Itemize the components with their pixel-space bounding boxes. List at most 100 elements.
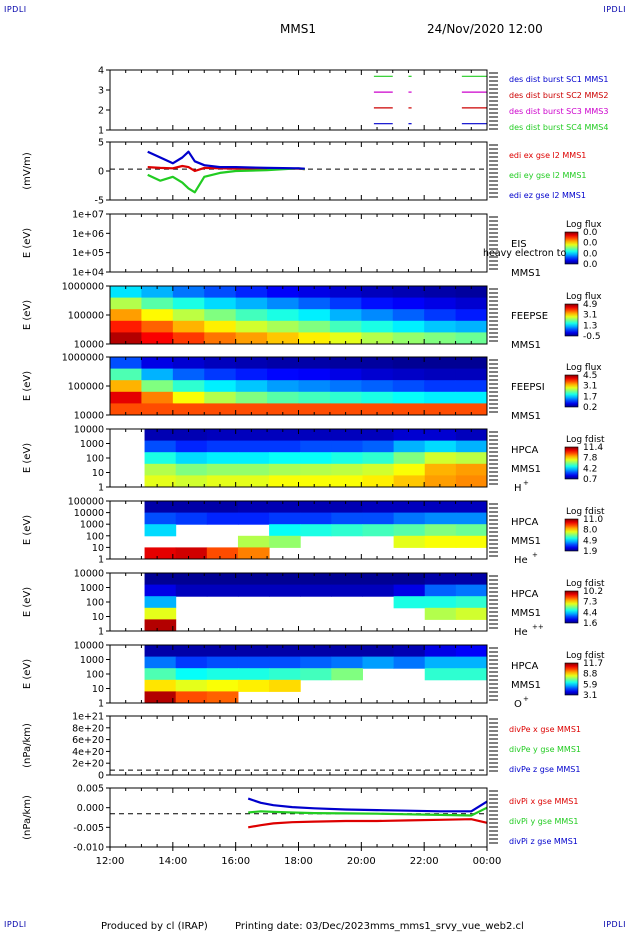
- spectrogram-cell: [141, 357, 174, 370]
- spectrogram-cell: [269, 573, 301, 586]
- spectrogram-cell: [141, 309, 174, 322]
- y-tick-label: 100: [86, 531, 104, 542]
- species-charge: +: [523, 695, 529, 703]
- burst-frame: [109, 69, 488, 131]
- spectrogram-cell: [267, 309, 299, 322]
- footer-printing-date: Printing date: 03/Dec/2023: [235, 921, 371, 932]
- spectrogram-cell: [455, 475, 488, 488]
- spectrogram-cell: [235, 368, 268, 381]
- spectrogram-cell: [235, 309, 268, 322]
- spectrogram-cell: [172, 391, 205, 404]
- spectrogram-cell: [144, 619, 177, 632]
- colorbar: [564, 231, 579, 265]
- spectrogram-cell: [392, 297, 425, 310]
- spectrogram-cell: [110, 380, 142, 393]
- spectrogram-cell: [424, 607, 457, 620]
- spectrogram-cell: [424, 501, 457, 514]
- y-tick-label: 8e+20: [72, 723, 104, 734]
- spectrogram-cell: [424, 320, 457, 333]
- instrument-label: FEEPSI: [511, 382, 545, 393]
- spectrogram-cell: [329, 332, 362, 345]
- spectrogram-cell: [144, 463, 177, 476]
- spectrogram-cell: [455, 596, 488, 609]
- spectrogram-cell: [235, 297, 268, 310]
- spectrogram-cell: [206, 584, 239, 597]
- spectrogram-cell: [269, 524, 301, 537]
- spectrogram-cell: [331, 645, 363, 658]
- spectrogram-cell: [172, 380, 205, 393]
- spectrogram-cell: [172, 403, 205, 416]
- legend-entry: divPe x gse MMS1: [509, 725, 581, 734]
- spectrogram-cell: [267, 403, 299, 416]
- colorbar-title: Log fdist: [566, 435, 605, 445]
- colorbar: [564, 662, 579, 696]
- colorbar-tick-label: 0.0: [583, 228, 598, 238]
- spectrogram-cell: [269, 440, 301, 453]
- colorbar-title: Log flux: [566, 292, 602, 302]
- spectrogram-cell: [141, 380, 174, 393]
- y-tick-label: 100000: [68, 311, 104, 322]
- spectrogram-cell: [298, 320, 331, 333]
- spectrogram-cell: [144, 573, 177, 586]
- spectrogram-cell: [329, 357, 362, 370]
- spectrogram-cell: [424, 573, 457, 586]
- colorbar-tick-label: 1.7: [583, 392, 597, 402]
- spectrogram-cell: [237, 440, 270, 453]
- spectrogram-cell: [392, 403, 425, 416]
- colorbar: [564, 446, 579, 480]
- colorbar-tick-label: 0.2: [583, 403, 597, 413]
- colorbar-tick-label: 11.7: [583, 659, 603, 669]
- spectrogram-cell: [269, 656, 301, 669]
- spectrogram-cell: [269, 429, 301, 442]
- spectrogram-cell: [267, 357, 299, 370]
- spectrogram-cell: [175, 584, 208, 597]
- spectrogram-cell: [424, 357, 457, 370]
- spectrogram-cell: [331, 524, 363, 537]
- spectrogram-cell: [455, 309, 488, 322]
- spectrogram-cell: [300, 668, 332, 681]
- spectrogram-cell: [298, 357, 331, 370]
- spectrogram-cell: [455, 452, 488, 465]
- spectrogram-cell: [141, 297, 174, 310]
- y-axis-label: E (eV): [22, 300, 33, 330]
- colorbar-tick-label: 4.9: [583, 300, 598, 310]
- colorbar-tick-label: 0.7: [583, 475, 597, 485]
- species-label: He: [514, 627, 528, 638]
- spectrogram-cell: [144, 452, 177, 465]
- y-tick-label: 100: [86, 598, 104, 609]
- spectrogram-cell: [393, 501, 426, 514]
- y-tick-label: 4: [98, 66, 104, 77]
- spectrogram-cell: [144, 429, 177, 442]
- y-tick-label: 10: [92, 612, 104, 623]
- y-tick-label: 10000: [74, 340, 104, 351]
- spectrogram-cell: [424, 452, 457, 465]
- spectrogram-cell: [393, 512, 426, 525]
- spectrogram-cell: [455, 463, 488, 476]
- spectrogram-cell: [362, 463, 395, 476]
- legend-entry: divPi z gse MMS1: [509, 837, 578, 846]
- legend-entry: divPi x gse MMS1: [509, 797, 578, 806]
- colorbar-tick-label: 4.9: [583, 536, 598, 546]
- spectrogram-cell: [235, 332, 268, 345]
- spectrogram-cell: [455, 645, 488, 658]
- colorbar-tick-label: 8.0: [583, 526, 598, 536]
- spectrogram-cell: [235, 380, 268, 393]
- spectrogram-cell: [172, 368, 205, 381]
- spectrogram-cell: [267, 391, 299, 404]
- spectrogram-cell: [362, 440, 395, 453]
- panel-title-fragment: heavy electron to: [483, 248, 567, 259]
- spectrogram-cell: [393, 475, 426, 488]
- y-tick-label: 1e+04: [72, 268, 104, 279]
- spectrogram-cell: [329, 309, 362, 322]
- y-tick-label: 100: [86, 454, 104, 465]
- colorbar-tick-label: 0.0: [583, 239, 598, 249]
- spectrogram-cell: [267, 368, 299, 381]
- spectrogram-cell: [267, 332, 299, 345]
- instrument-label: HPCA: [511, 517, 539, 528]
- spacecraft-label: MMS1: [511, 608, 541, 619]
- instrument-label: FEEPSE: [511, 311, 548, 322]
- spectrogram-cell: [455, 668, 488, 681]
- y-tick-label: 1: [98, 699, 104, 710]
- y-tick-label: 6e+20: [72, 735, 104, 746]
- spectrogram-cell: [206, 501, 239, 514]
